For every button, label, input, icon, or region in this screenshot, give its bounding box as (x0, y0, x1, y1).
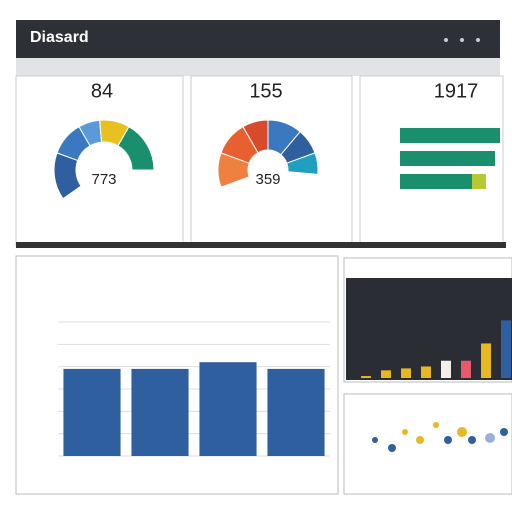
bar (63, 368, 121, 456)
bar (381, 370, 391, 378)
bar (401, 368, 411, 378)
bar (481, 343, 491, 378)
divider (16, 242, 506, 248)
scatter-dots (372, 422, 508, 452)
gauge-center: 359 (255, 171, 280, 188)
kpi-value: 155 (249, 80, 282, 102)
toolbar-band (16, 58, 500, 76)
bar (199, 362, 257, 456)
dot (388, 444, 396, 452)
gauges (53, 119, 319, 200)
header-bar (16, 20, 500, 58)
dot (416, 436, 424, 444)
menu-dot[interactable] (476, 38, 480, 42)
bar (400, 128, 500, 143)
dot (500, 428, 508, 436)
dot (468, 436, 476, 444)
dot (485, 433, 495, 443)
gauge-segment (286, 152, 319, 175)
bar (472, 174, 486, 189)
kpi-value: 1917 (434, 80, 479, 102)
bar (131, 368, 189, 456)
bar (400, 151, 495, 166)
bar (461, 360, 471, 378)
dot (457, 427, 467, 437)
bar (267, 368, 325, 456)
bar (421, 366, 431, 378)
bar (441, 360, 451, 378)
dot (433, 422, 439, 428)
bar (361, 376, 371, 378)
dot (402, 429, 408, 435)
gauge-segment (117, 126, 155, 171)
header-title: Diasard (30, 29, 89, 46)
bar (501, 320, 511, 378)
card (190, 75, 353, 247)
bar (400, 174, 472, 189)
dot (444, 436, 452, 444)
menu-dot[interactable] (444, 38, 448, 42)
kpi-value: 84 (91, 80, 113, 102)
menu-dot[interactable] (460, 38, 464, 42)
panel (343, 393, 512, 495)
gauge-center: 773 (91, 171, 116, 188)
dot (372, 437, 378, 443)
card (15, 75, 184, 247)
